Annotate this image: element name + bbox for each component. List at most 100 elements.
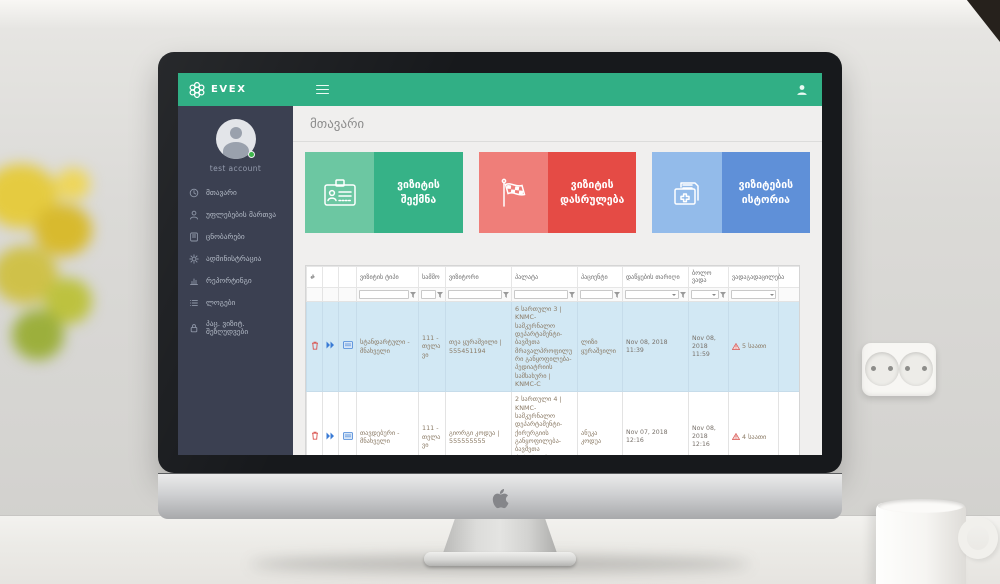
book-icon [190,232,198,242]
warning-triangle-icon [732,343,740,350]
filter-funnel-icon[interactable] [614,291,620,298]
col-header-start-date[interactable]: დაწყების თარიღი [622,266,689,288]
cell-start-date: Nov 07, 2018 12:16 [622,391,689,455]
monitor-base [424,552,576,566]
visit-history-card[interactable]: ვიზიტების ისტორია [652,152,810,233]
col-header-overdue[interactable]: ვადაგადაცილება [728,266,784,288]
cell-patient: ანუკა კოდუა [577,391,623,455]
monitor-chin [158,473,842,519]
apple-logo-icon [492,489,509,509]
col-header-empty [338,266,357,288]
cell-visit-type: თავდებური - მნახველი [356,391,419,455]
filter-dropdown-overdue[interactable] [731,290,776,299]
medical-folder-icon [674,181,699,205]
create-visit-card[interactable]: ვიზიტის შექმნა [305,152,463,233]
action-cards: ვიზიტის შექმნა [305,152,810,233]
cell-overdue: 5 საათი [742,342,767,351]
filter-dropdown-deadline[interactable] [691,290,719,299]
filter-input-visitor[interactable] [448,290,502,299]
sidebar: test account მთავარი უფლებების მართვა ცნ… [178,106,293,455]
monitor-stand [442,519,558,556]
evex-flower-logo-icon [189,81,205,98]
socket [899,352,933,386]
filter-funnel-icon[interactable] [569,291,575,298]
col-header-visitor[interactable]: ვიზიტორი [445,266,512,288]
col-header-patient[interactable]: პაციენტი [577,266,623,288]
cell-ward: 2 სართული 4 | KNMC-სამკურნალო დეპარტამენ… [511,391,578,455]
avatar[interactable] [215,119,256,159]
filter-funnel-icon[interactable] [503,291,509,298]
table-row[interactable]: თავდებური - მნახველი 111 - თელავი გიორგი… [306,391,799,455]
mug-rim [878,499,964,513]
filter-dropdown-start-date[interactable] [625,290,679,299]
visit-card-icon[interactable] [342,341,353,350]
hamburger-menu-icon[interactable] [316,84,329,95]
cell-branch: 111 - თელავი [418,300,446,393]
col-header-deadline[interactable]: ბოლო ვადა [688,266,729,288]
sidebar-item-rights-management[interactable]: უფლებების მართვა [178,204,293,226]
cell-visit-type: სტანდარტული - მნახველი [356,300,419,393]
brand[interactable]: EVEX [178,81,303,98]
user-account-icon[interactable] [796,84,808,96]
lock-icon [190,324,198,333]
col-header-ward[interactable]: პალატა [511,266,578,288]
fast-forward-icon[interactable] [326,432,335,440]
mug-handle [958,517,998,559]
visits-table: # ვიზიტის ტიპი სამშო ვიზიტორი პალატა პაც… [305,265,800,455]
mug [876,499,998,584]
filter-row [306,287,799,302]
sidebar-item-main[interactable]: მთავარი [178,182,293,204]
dark-corner-object [966,0,1000,42]
fast-forward-icon[interactable] [326,341,335,349]
filter-input-visit-type[interactable] [359,290,409,299]
delete-trash-icon[interactable] [311,341,319,350]
cell-ward: 6 სართული 3 | KNMC-სამკურნალო დეპარტამენ… [511,300,578,393]
sidebar-item-administration[interactable]: ადმინისტრაცია [178,248,293,270]
gear-icon [189,254,199,264]
filter-funnel-icon[interactable] [437,291,443,298]
filter-input-patient[interactable] [580,290,613,299]
delete-trash-icon[interactable] [311,431,319,440]
table-header-row: # ვიზიტის ტიპი სამშო ვიზიტორი პალატა პაც… [306,266,799,288]
cell-branch: 111 - თელავი [418,391,446,455]
chart-icon [190,278,198,286]
col-header-branch[interactable]: სამშო [418,266,446,288]
checkered-flag-icon [502,178,526,207]
sidebar-item-logs[interactable]: ლოგები [178,292,293,314]
clock-icon [189,188,199,198]
end-visit-card[interactable]: ვიზიტის დასრულება [478,152,637,233]
filter-funnel-icon[interactable] [410,291,416,298]
table-row[interactable]: სტანდარტული - მნახველი 111 - თელავი თეა … [306,300,799,393]
account-name: test account [209,164,262,173]
warning-triangle-icon [732,433,740,441]
id-card-icon [323,178,356,206]
cell-visitor: თეა ყურაშვილი | 555451194 [445,300,512,393]
visit-card-icon[interactable] [342,431,353,440]
sidebar-item-references[interactable]: ცნობარები [178,226,293,248]
monitor-screen: EVEX test account მთავარი [178,73,822,455]
sidebar-item-reporting[interactable]: რეპორტინგი [178,270,293,292]
card-label: ვიზიტის დასრულება [548,152,637,233]
col-header-number[interactable]: # [306,266,323,288]
flowers [0,138,157,373]
card-label: ვიზიტის შექმნა [374,152,463,233]
col-header-empty [322,266,339,288]
col-header-visit-type[interactable]: ვიზიტის ტიპი [356,266,419,288]
top-navbar: EVEX [178,73,822,106]
online-status-dot [247,151,255,158]
main-content: მთავარი ვიზიტის შექმნა [293,106,822,455]
card-label: ვიზიტების ისტორია [721,152,810,233]
cell-visitor: გიორგი კოდუა | 555555555 [445,391,512,455]
filter-input-branch[interactable] [421,290,436,299]
cell-deadline: Nov 08, 2018 12:16 [688,391,729,455]
socket [865,352,899,386]
filter-input-ward[interactable] [514,290,568,299]
filter-funnel-icon[interactable] [720,291,726,298]
wall-outlet [862,343,936,396]
cell-deadline: Nov 08, 2018 11:59 [688,300,729,393]
sidebar-item-visit-restrictions[interactable]: პაც. ვიზიტ. შეზღუდვები [178,314,293,342]
cell-patient: ლიზი ყურაშვილი [577,300,623,393]
filter-funnel-icon[interactable] [680,291,686,298]
list-icon [189,300,198,306]
